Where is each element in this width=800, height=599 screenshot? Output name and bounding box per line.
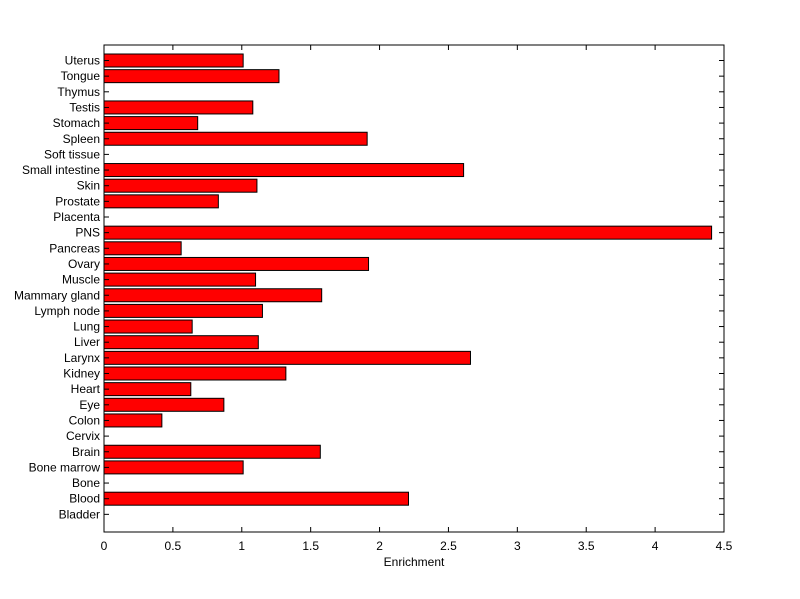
- y-tick-label: Testis: [69, 100, 100, 114]
- bar: [103, 491, 409, 506]
- y-tick-label: Bone: [72, 476, 100, 490]
- bar: [103, 53, 244, 68]
- y-tick-label: Skin: [77, 179, 100, 193]
- y-tick-label: Pancreas: [49, 241, 100, 255]
- bar: [103, 413, 163, 428]
- x-tick-label: 1.5: [302, 539, 319, 553]
- y-tick-label: Muscle: [62, 273, 100, 287]
- y-tick-label: Spleen: [63, 132, 100, 146]
- y-tick-label: Tongue: [61, 69, 101, 83]
- y-tick-label: Lymph node: [34, 304, 100, 318]
- bar: [103, 288, 323, 303]
- y-tick-label: PNS: [75, 226, 100, 240]
- y-tick-label: Ovary: [68, 257, 100, 271]
- x-tick-label: 0: [101, 539, 108, 553]
- x-tick-label: 4.5: [716, 539, 733, 553]
- bar: [103, 382, 192, 397]
- bar: [103, 241, 182, 256]
- y-tick-label: Bladder: [59, 507, 100, 521]
- x-tick-label: 2.5: [440, 539, 457, 553]
- y-tick-label: Placenta: [53, 210, 100, 224]
- y-tick-label: Eye: [79, 398, 100, 412]
- bar: [103, 194, 219, 209]
- y-tick-label: Heart: [71, 382, 101, 396]
- bar: [103, 303, 263, 318]
- bar: [103, 397, 225, 412]
- y-tick-label: Stomach: [53, 116, 100, 130]
- bar: [103, 335, 259, 350]
- bar: [103, 272, 257, 287]
- x-tick-label: 2: [376, 539, 383, 553]
- plot-area-frame: [103, 44, 725, 533]
- y-tick-label: Soft tissue: [44, 147, 100, 161]
- bar: [103, 225, 713, 240]
- bar: [103, 319, 193, 334]
- bar: [103, 131, 368, 146]
- x-tick-label: 3: [514, 539, 521, 553]
- x-tick-label: 4: [652, 539, 659, 553]
- x-axis-label: Enrichment: [384, 555, 445, 569]
- bar: [103, 116, 199, 131]
- y-tick-label: Cervix: [66, 429, 100, 443]
- bar: [103, 69, 280, 84]
- x-ticks-group: 0 0.5 1 1.5 2 2.5 3 3.5 4 4.5: [101, 45, 733, 553]
- y-tick-label: Kidney: [63, 367, 100, 381]
- y-tick-label: Liver: [74, 335, 100, 349]
- y-tick-label: Thymus: [57, 85, 100, 99]
- bar: [103, 366, 287, 381]
- bar: [103, 460, 244, 475]
- x-tick-label: 1: [238, 539, 245, 553]
- y-tick-label: Brain: [72, 445, 100, 459]
- y-tick-label: Larynx: [64, 351, 100, 365]
- bar: [103, 444, 321, 459]
- bar: [103, 178, 258, 193]
- x-tick-label: 3.5: [578, 539, 595, 553]
- y-tick-label: Blood: [69, 492, 100, 506]
- y-tick-label: Prostate: [55, 194, 100, 208]
- y-tick-label: Small intestine: [22, 163, 100, 177]
- y-tick-label: Uterus: [65, 54, 100, 68]
- y-tick-label: Lung: [73, 320, 100, 334]
- y-tick-label: Colon: [69, 413, 100, 427]
- x-tick-label: 0.5: [165, 539, 182, 553]
- y-tick-label: Bone marrow: [29, 460, 101, 474]
- bar: [103, 350, 471, 365]
- bar: [103, 163, 465, 178]
- y-tick-label: Mammary gland: [14, 288, 100, 302]
- bar: [103, 100, 254, 115]
- bar: [103, 256, 370, 271]
